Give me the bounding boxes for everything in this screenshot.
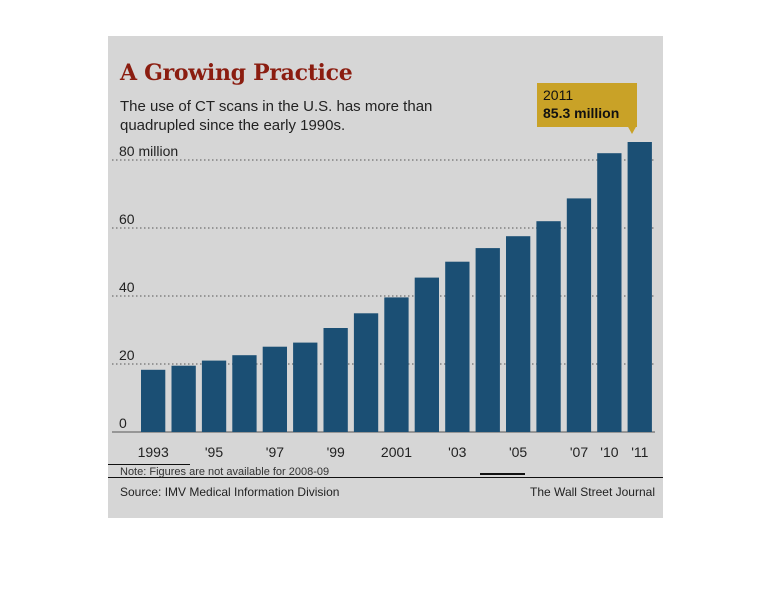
x-tick-label: 1993 (138, 444, 169, 460)
bar-1995 (201, 360, 227, 432)
bar-2011 (627, 142, 652, 432)
x-tick-label: '97 (266, 444, 284, 460)
chart-subtitle: The use of CT scans in the U.S. has more… (120, 98, 433, 134)
chart-panel: A Growing Practice The use of CT scans i… (108, 36, 663, 518)
bar-2003 (445, 261, 470, 432)
publisher-credit: The Wall Street Journal (530, 485, 655, 499)
bar-1998 (293, 342, 318, 432)
callout-value: 85.3 million (543, 105, 620, 121)
bar-1993 (141, 369, 166, 432)
bar-1994 (171, 365, 196, 432)
x-tick-label: '11 (631, 444, 648, 460)
bars (141, 142, 652, 432)
bar-2010 (597, 153, 622, 432)
x-tick-label: '95 (205, 444, 223, 460)
chart-title: A Growing Practice (120, 60, 353, 86)
x-tick-label: '10 (600, 444, 618, 460)
x-tick-label: '05 (509, 444, 527, 460)
bar-chart: 0 20 40 60 80 million 1993 '95 '97 '99 2001 '03 '0… (112, 142, 655, 460)
bar-2000 (353, 313, 379, 432)
y-tick-label: 40 (119, 279, 135, 295)
bar-2005 (506, 236, 531, 432)
callout-year: 2011 (543, 87, 574, 103)
bar-2004 (475, 248, 500, 432)
x-axis-tick-labels: 1993 '95 '97 '99 2001 '03 '05 '07 '10 '11 (138, 444, 649, 460)
bar-1997 (262, 346, 287, 432)
divider (108, 464, 190, 465)
y-tick-label: 0 (119, 415, 127, 431)
footnote: Note: Figures are not available for 2008… (120, 466, 330, 478)
bar-2007 (566, 198, 592, 432)
source-line: Source: IMV Medical Information Division (120, 485, 340, 499)
x-tick-label: '03 (448, 444, 466, 460)
footer-divider (108, 477, 663, 478)
x-tick-label: '07 (570, 444, 588, 460)
bar-2002 (414, 277, 439, 432)
y-axis-tick-labels: 0 20 40 60 80 million (119, 143, 178, 431)
y-tick-label: 20 (119, 347, 135, 363)
x-tick-label: '99 (327, 444, 345, 460)
y-tick-label: 80 million (119, 143, 178, 159)
callout-pointer (627, 125, 637, 134)
bar-1999 (323, 328, 348, 432)
annotation-callout: 2011 85.3 million (537, 83, 637, 134)
divider (480, 473, 525, 475)
bar-2006 (536, 221, 561, 432)
bar-2001 (384, 297, 409, 432)
x-tick-label: 2001 (381, 444, 412, 460)
bar-1996 (232, 355, 257, 432)
y-tick-label: 60 (119, 211, 135, 227)
